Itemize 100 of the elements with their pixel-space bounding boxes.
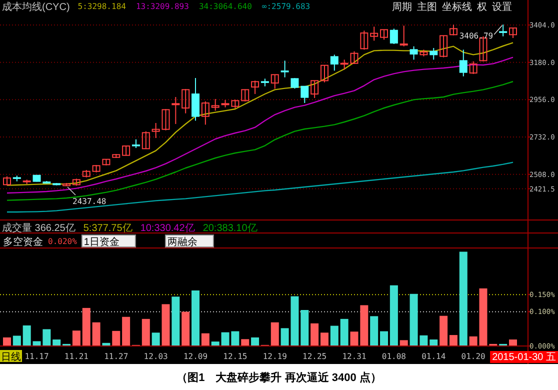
candlestick <box>211 98 220 112</box>
candlestick <box>142 130 150 150</box>
bar <box>122 316 130 346</box>
text: 2015-01-30 五 <box>492 352 556 363</box>
x-tick-label: 01.08 <box>382 352 406 361</box>
x-tick-label: 12.15 <box>223 352 248 361</box>
annotation: 坐标线 <box>442 1 472 13</box>
candlestick <box>300 86 309 104</box>
text: 20:383.10亿 <box>202 223 258 234</box>
bar <box>12 336 21 346</box>
annotation: 周期 <box>392 1 412 13</box>
candlestick <box>410 46 418 60</box>
bar <box>22 325 31 346</box>
text: 成交量 366.25亿 <box>2 222 76 234</box>
candlestick <box>251 80 260 94</box>
bar <box>449 335 458 346</box>
candlestick <box>340 59 348 70</box>
bar <box>72 330 80 346</box>
bar <box>330 326 338 346</box>
candlestick <box>459 49 468 77</box>
text: 34:3064.640 <box>198 2 252 11</box>
candlestick <box>172 96 180 124</box>
text: 0.020% <box>48 237 78 246</box>
bar <box>380 331 388 346</box>
bar <box>270 322 279 346</box>
text: 5:377.75亿 <box>83 223 132 234</box>
candlestick <box>280 60 289 78</box>
chart-title: 成本均线(CYC) <box>2 1 70 13</box>
candlestick <box>192 78 200 122</box>
chart-title: 多空资金 <box>3 236 43 248</box>
bar <box>112 330 120 346</box>
bar <box>201 333 210 346</box>
candlestick <box>400 25 408 47</box>
bar <box>192 290 200 346</box>
bar <box>400 340 408 346</box>
candlestick <box>290 78 299 90</box>
candlestick <box>360 30 368 50</box>
candlestick <box>122 145 130 156</box>
candlestick <box>182 88 190 114</box>
candlestick <box>310 80 319 98</box>
candlestick <box>509 28 517 38</box>
bar <box>459 252 468 346</box>
annotation: 2437.48 <box>72 197 106 206</box>
bar <box>82 308 90 346</box>
candlestick <box>370 26 378 42</box>
x-tick-label: 11.21 <box>64 352 89 361</box>
text: 10:330.42亿 <box>140 223 195 234</box>
candlestick <box>241 88 250 102</box>
text: 两融余 <box>167 236 198 248</box>
text: （图1 大盘碎步攀升 再次逼近 3400 点） <box>176 371 382 384</box>
x-tick-label: 11.27 <box>104 352 128 361</box>
bar <box>211 342 220 346</box>
x-tick-label: 12.31 <box>342 352 366 361</box>
x-tick-label: 12.19 <box>262 352 288 361</box>
candlestick <box>350 50 358 64</box>
candlestick <box>469 60 478 74</box>
x-tick-label: 12.09 <box>183 352 208 361</box>
bar <box>241 339 250 346</box>
candlestick <box>320 64 328 83</box>
bar <box>162 304 170 346</box>
bar <box>310 323 319 346</box>
text: ∞:2579.683 <box>262 2 310 11</box>
annotation: 主图 <box>417 1 437 13</box>
text: 13:3209.893 <box>136 2 190 11</box>
candlestick <box>430 48 438 60</box>
text: 日线 <box>1 351 21 363</box>
candlestick <box>449 24 458 36</box>
bar <box>52 339 61 346</box>
bar <box>430 339 438 346</box>
text: 1日资金 <box>84 236 120 248</box>
bar <box>320 332 328 346</box>
x-tick-label: 12.25 <box>302 352 327 361</box>
candlestick <box>380 29 388 40</box>
bar <box>300 310 309 346</box>
bar <box>509 339 517 346</box>
candlestick <box>440 35 448 58</box>
candlestick <box>330 54 338 72</box>
x-tick-label: 11.17 <box>24 352 49 361</box>
bar <box>340 318 348 346</box>
bar <box>92 322 100 346</box>
bar <box>142 318 150 346</box>
x-tick-label: 01.20 <box>461 352 486 361</box>
bar <box>182 312 190 346</box>
candlestick <box>499 24 508 37</box>
bar <box>390 285 398 346</box>
annotation: 3406.79 <box>459 32 494 41</box>
text: 5:3298.184 <box>78 2 126 11</box>
candlestick <box>390 28 398 44</box>
candlestick <box>201 100 210 126</box>
bar <box>3 337 11 346</box>
bar <box>370 316 378 346</box>
x-tick-label: 12.03 <box>144 352 168 361</box>
bar <box>440 316 448 346</box>
bar <box>251 337 260 346</box>
bar <box>172 296 180 346</box>
annotation: 权 <box>476 1 487 13</box>
line-series <box>6 162 514 213</box>
candlestick <box>270 74 279 90</box>
annotation: 设置 <box>492 1 512 13</box>
x-tick-label: 01.14 <box>422 352 446 361</box>
